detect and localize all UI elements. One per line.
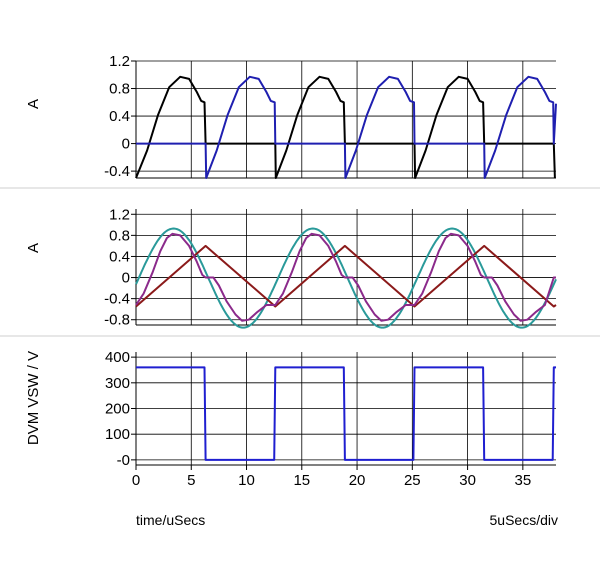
y-tick-label: 0.8 [109,227,130,244]
series-line [135,244,557,308]
time-scale-label: 5uSecs/div [489,512,558,528]
y-axis-label: DVM VSW / V [25,351,42,445]
x-tick-label: 5 [187,472,195,489]
x-tick-label: 20 [349,472,366,489]
x-axis-label: time/uSecs [136,512,206,528]
y-axis-label: A [25,99,42,109]
y-tick-label: 400 [105,349,130,366]
x-tick-label: 0 [132,472,140,489]
y-tick-label: 100 [105,426,130,443]
x-tick-label: 30 [459,472,476,489]
y-tick-label: 0 [122,136,130,153]
y-tick-label: 0.4 [109,248,130,265]
y-tick-label: -0 [117,452,130,469]
series-line [135,227,557,329]
chart-panel-bottom: 400 300 200 100 -00 5 10 15 20 25 30 35 [105,349,556,489]
y-tick-label: 1.2 [109,206,130,223]
y-tick-label: 300 [105,375,130,392]
y-tick-label: 1.2 [109,53,130,70]
y-tick-label: 200 [105,401,130,418]
y-tick-label: 0 [122,270,130,287]
x-tick-label: 15 [293,472,310,489]
x-tick-label: 10 [238,472,255,489]
y-tick-label: 0.8 [109,81,130,98]
series-line [136,366,556,461]
series-line [136,75,557,179]
y-tick-label: -0.8 [104,312,130,329]
chart-panel-top: 1.2 0.8 0.4 0 -0.4 [104,53,557,180]
chart-panel-middle: 1.2 0.8 0.4 0 -0.4 -0.8 [104,206,557,329]
y-tick-label: -0.4 [104,291,130,308]
series-line [135,232,556,322]
y-axis-label: A [25,243,42,253]
x-tick-label: 25 [404,472,421,489]
y-tick-label: 0.4 [109,108,130,125]
y-tick-label: -0.4 [104,163,130,180]
x-tick-label: 35 [514,472,531,489]
series-line [135,75,556,179]
